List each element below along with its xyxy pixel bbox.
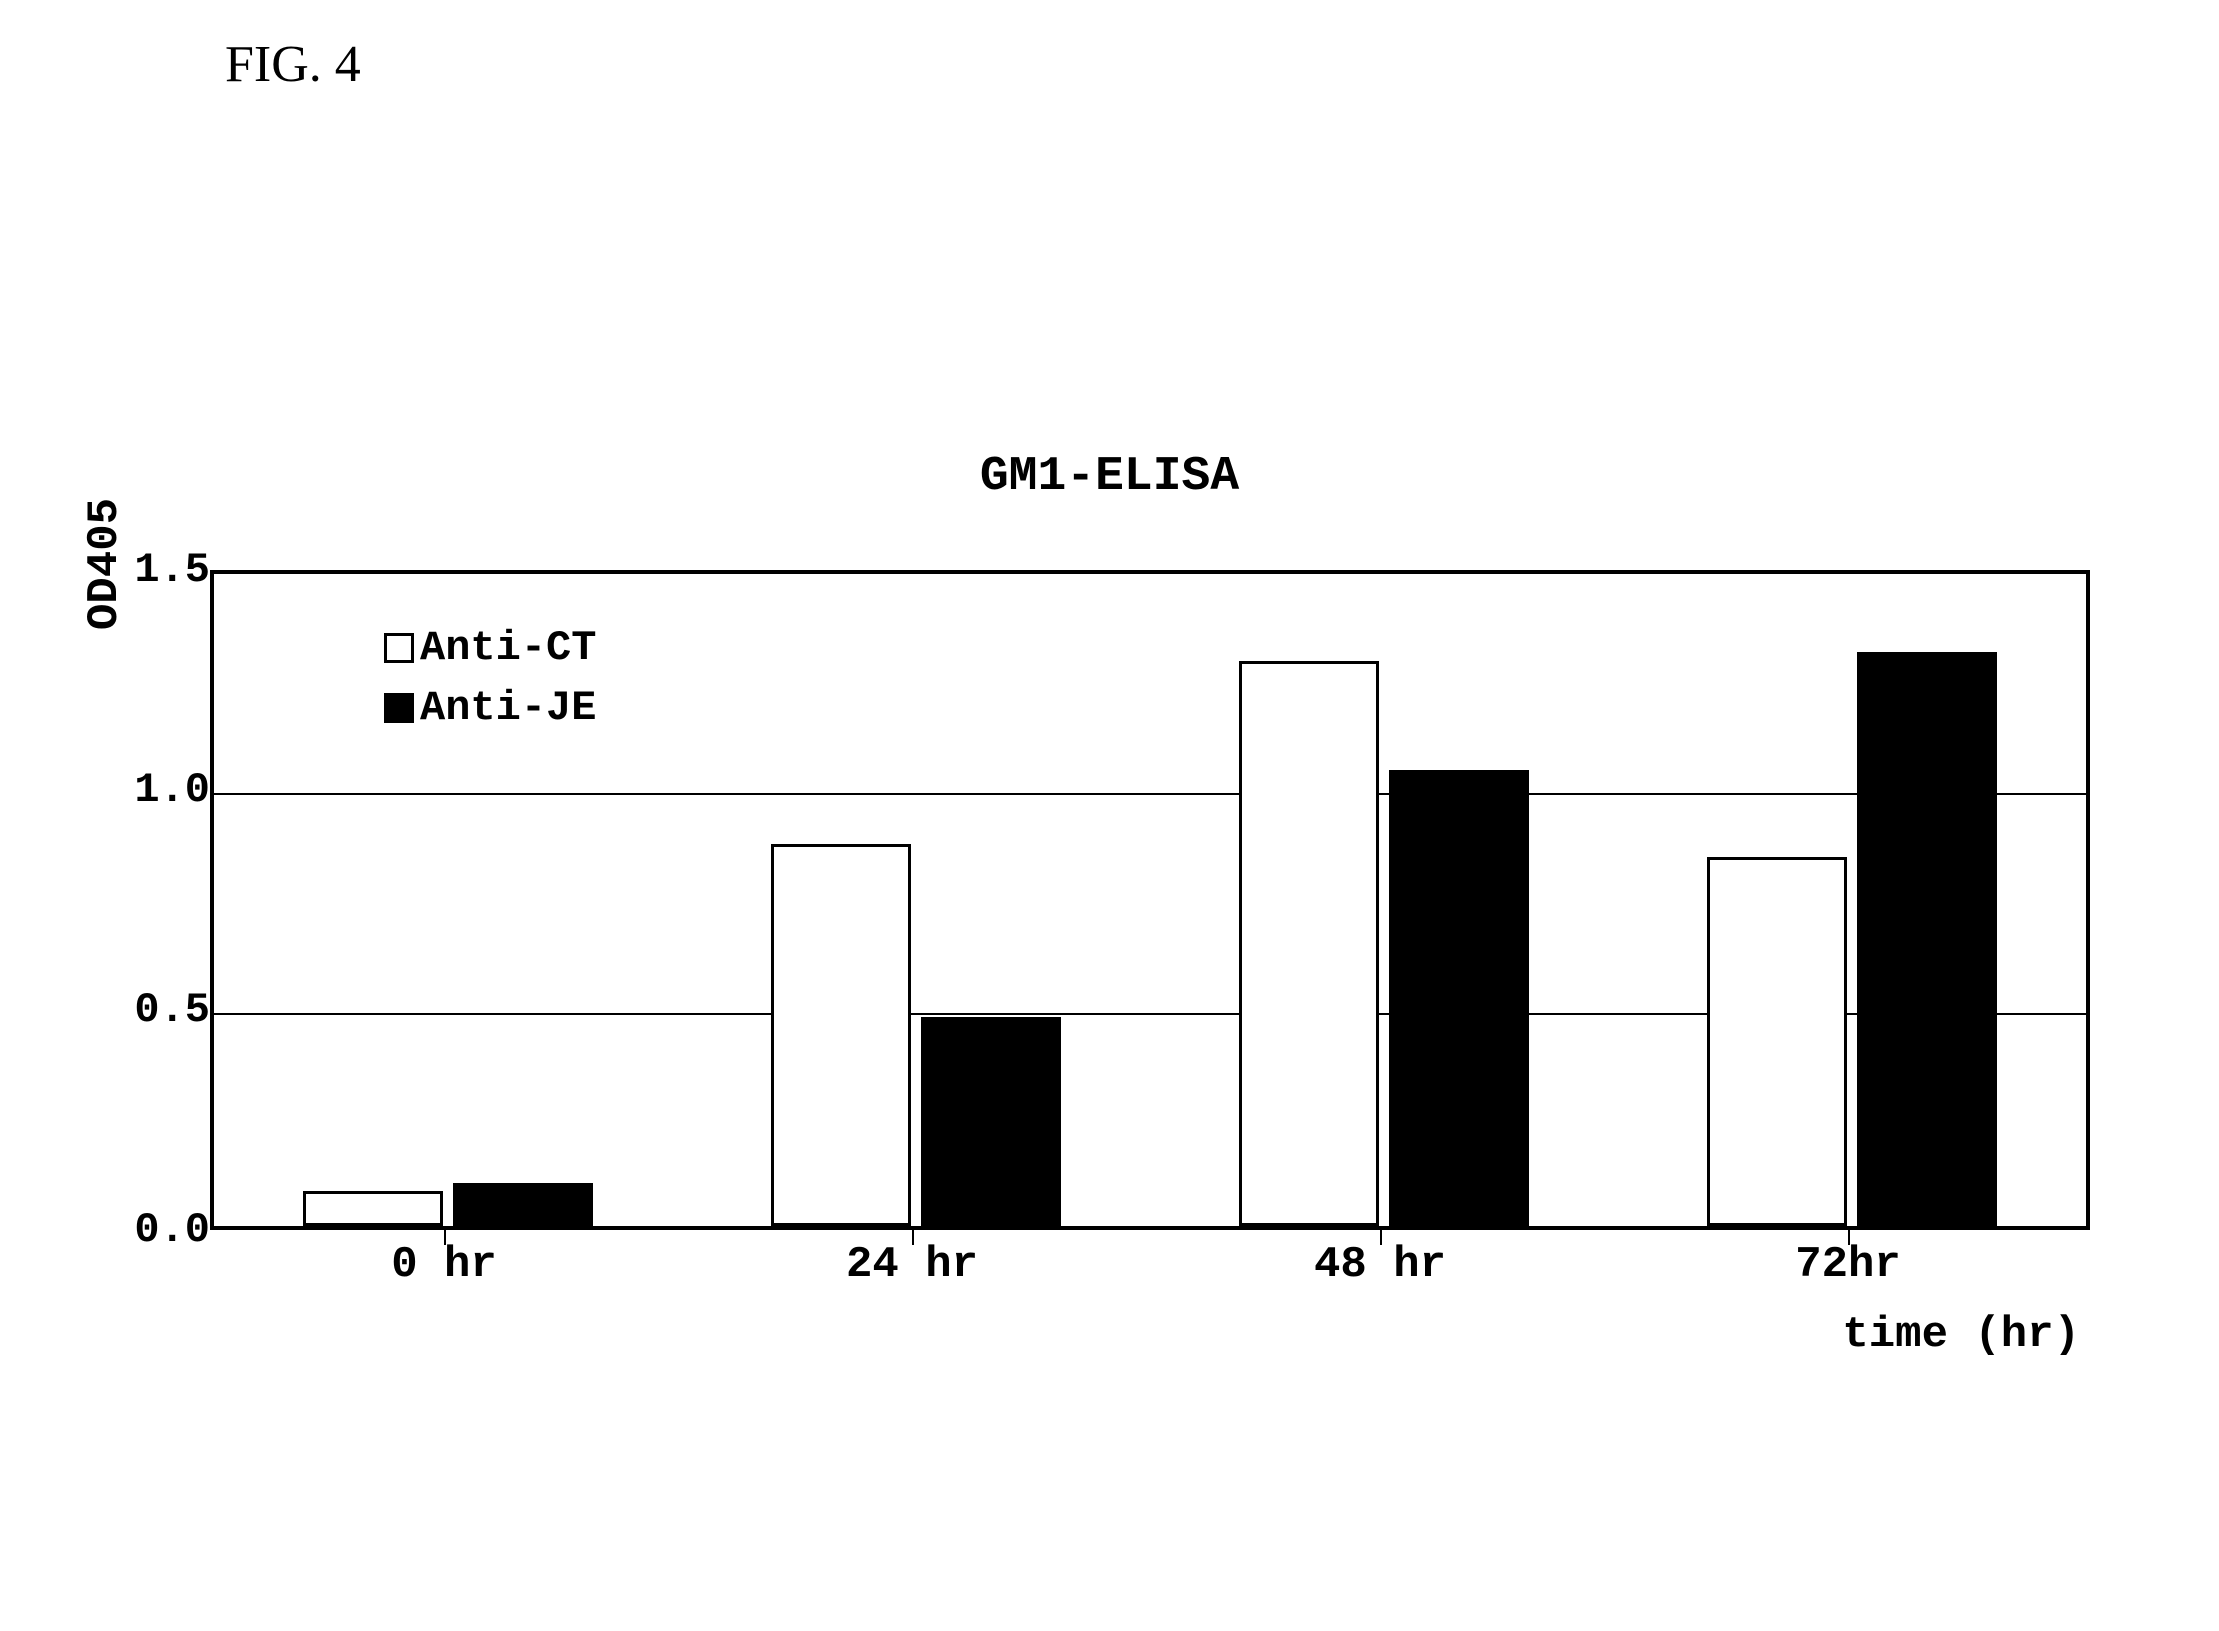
bar-anti-je (1389, 770, 1529, 1226)
xtick-label: 48 hr (1314, 1240, 1446, 1290)
y-axis-label: OD405 (80, 498, 130, 630)
bar-anti-je (921, 1017, 1061, 1226)
ytick-label: 0.0 (134, 1206, 210, 1254)
xtick-label: 72hr (1795, 1240, 1901, 1290)
chart-container: OD405 1.5 1.0 0.5 0.0 Anti-CT Anti-JE 0 … (90, 570, 2110, 1310)
bar-anti-je (453, 1183, 593, 1226)
chart-title: GM1-ELISA (980, 450, 1239, 504)
bar-anti-ct (771, 844, 911, 1227)
xtick-mark (1380, 1230, 1382, 1245)
plot-area: Anti-CT Anti-JE (210, 570, 2090, 1230)
x-axis-label: time (hr) (1842, 1310, 2080, 1360)
bar-anti-ct (303, 1191, 443, 1226)
xtick-mark (912, 1230, 914, 1245)
xtick-label: 0 hr (391, 1240, 497, 1290)
ytick-label: 1.5 (134, 546, 210, 594)
ytick-label: 1.0 (134, 766, 210, 814)
xtick-mark (444, 1230, 446, 1245)
bar-anti-je (1857, 652, 1997, 1226)
figure-label: FIG. 4 (225, 35, 361, 94)
bars-layer (214, 574, 2086, 1226)
bar-anti-ct (1707, 857, 1847, 1226)
xtick-mark (1848, 1230, 1850, 1245)
bar-anti-ct (1239, 661, 1379, 1226)
xtick-label: 24 hr (846, 1240, 978, 1290)
ytick-label: 0.5 (134, 986, 210, 1034)
